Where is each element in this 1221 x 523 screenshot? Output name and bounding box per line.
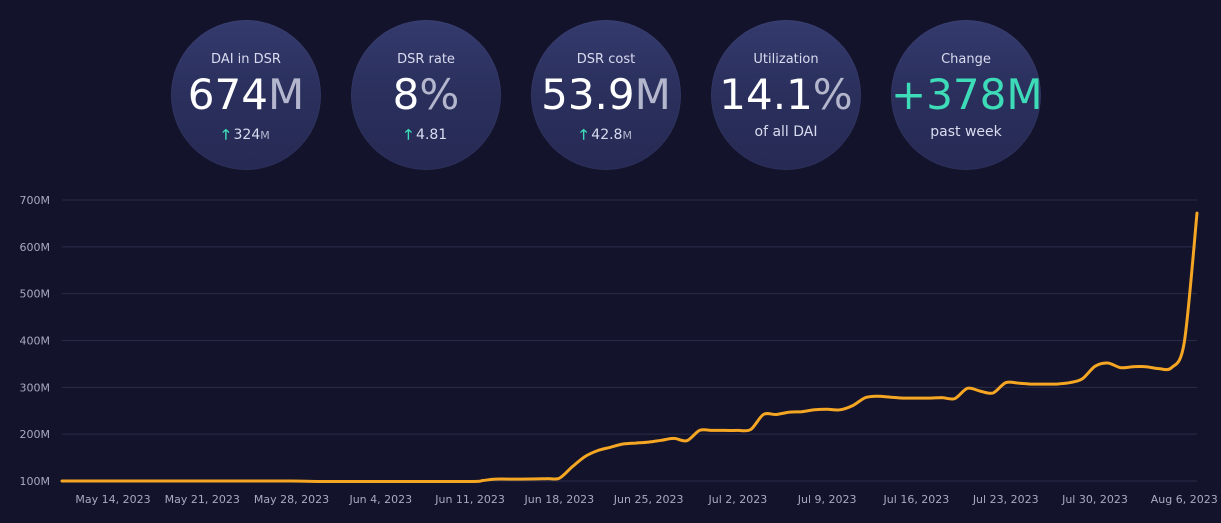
stat-delta: 🡑 42.8M — [531, 124, 681, 148]
stat-unit: M — [1006, 70, 1043, 119]
y-tick-label: 300M — [20, 381, 51, 394]
x-tick-label: Jul 16, 2023 — [883, 493, 950, 506]
stat-label: DAI in DSR — [211, 52, 281, 67]
stat-unit: % — [812, 70, 853, 119]
stat-change: Change +378M past week — [891, 20, 1043, 170]
stat-value: +378M — [891, 70, 1043, 120]
x-tick-label: Jul 9, 2023 — [797, 493, 857, 506]
x-tick-label: Jul 30, 2023 — [1061, 493, 1128, 506]
x-tick-label: May 14, 2023 — [75, 493, 150, 506]
x-axis: May 14, 2023 May 21, 2023 May 28, 2023 Jun … — [75, 493, 1217, 506]
y-tick-label: 500M — [20, 288, 51, 301]
stat-label: DSR cost — [576, 52, 636, 67]
x-tick-label: Jun 4, 2023 — [348, 493, 412, 506]
stat-delta-unit: M — [622, 129, 632, 142]
stat-value: 8% — [351, 70, 501, 120]
arrow-up-icon: 🡑 — [222, 127, 230, 143]
x-tick-label: Jul 2, 2023 — [708, 493, 768, 506]
stat-delta-unit: M — [260, 129, 270, 142]
y-tick-label: 600M — [20, 241, 51, 254]
dsr-line-chart: 100M 200M 300M 400M 500M 600M 700M May 14, 202… — [20, 194, 1218, 506]
stat-label: Utilization — [753, 52, 819, 67]
stat-value: 674M — [171, 70, 321, 120]
stat-number: +378 — [891, 70, 1007, 119]
y-tick-label: 100M — [20, 475, 51, 488]
stat-number: 14.1 — [719, 70, 813, 119]
stats-row: DAI in DSR 674M 🡑 324M DSR rate 8% 🡑 4.81 … — [0, 0, 1221, 180]
stat-unit: M — [267, 70, 305, 119]
y-tick-label: 400M — [20, 335, 51, 348]
stat-unit: % — [419, 70, 460, 119]
x-tick-label: May 21, 2023 — [165, 493, 240, 506]
stat-subtext: of all DAI — [754, 124, 818, 140]
x-tick-label: Jun 11, 2023 — [434, 493, 505, 506]
stat-value: 53.9M — [531, 70, 681, 120]
stat-delta-value: 324 — [233, 127, 261, 143]
x-tick-label: Jul 23, 2023 — [972, 493, 1039, 506]
stat-number: 674 — [187, 70, 268, 119]
stat-delta-value: 42.8 — [591, 127, 623, 143]
stat-number: 8 — [392, 70, 420, 119]
y-axis: 100M 200M 300M 400M 500M 600M 700M — [20, 194, 51, 488]
stat-unit: M — [634, 70, 671, 119]
stat-dai-in-dsr: DAI in DSR 674M 🡑 324M — [171, 20, 321, 170]
stat-delta: 🡑 324M — [171, 124, 321, 148]
x-tick-label: Jun 18, 2023 — [524, 493, 595, 506]
stat-dsr-rate: DSR rate 8% 🡑 4.81 — [351, 20, 501, 170]
stat-label: Change — [941, 52, 991, 67]
stat-utilization: Utilization 14.1% of all DAI — [711, 20, 861, 170]
stat-value: 14.1% — [711, 70, 861, 120]
stat-label: DSR rate — [397, 52, 455, 67]
x-tick-label: Jun 25, 2023 — [613, 493, 684, 506]
x-tick-label: Aug 6, 2023 — [1151, 493, 1218, 506]
stat-subtext: past week — [930, 124, 1002, 140]
stat-number: 53.9 — [541, 70, 635, 119]
stat-dsr-cost: DSR cost 53.9M 🡑 42.8M — [531, 20, 681, 170]
y-tick-label: 700M — [20, 194, 51, 207]
stat-delta-value: 4.81 — [416, 127, 448, 143]
arrow-up-icon: 🡑 — [404, 127, 413, 143]
stat-delta: 🡑 4.81 — [351, 124, 501, 148]
x-tick-label: May 28, 2023 — [254, 493, 329, 506]
series-line — [60, 211, 1199, 484]
arrow-up-icon: 🡑 — [580, 127, 588, 143]
grid-lines — [62, 199, 1197, 482]
y-tick-label: 200M — [20, 428, 51, 441]
